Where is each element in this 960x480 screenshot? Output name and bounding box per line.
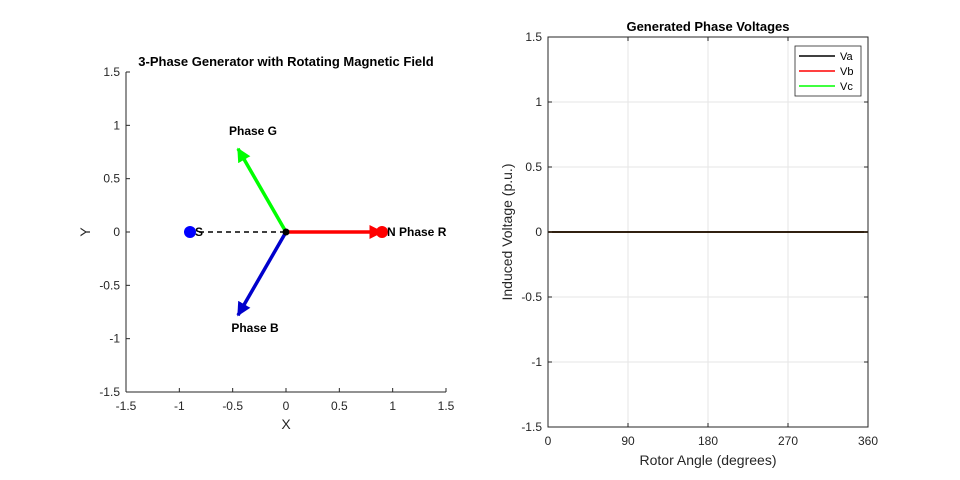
phasor-y-tick-label: -1.5 <box>99 385 120 399</box>
voltage-y-tick-label: 1 <box>535 95 542 109</box>
voltage-y-tick-label: 0.5 <box>525 160 542 174</box>
phasor-y-tick-label: -0.5 <box>99 278 120 292</box>
phase-g-label: Phase G <box>229 124 277 138</box>
phasor-x-tick-label: 0.5 <box>331 399 348 413</box>
phasor-y-tick-label: -1 <box>109 332 120 346</box>
phasor-x-label: X <box>281 416 291 432</box>
voltage-y-tick-label: -1.5 <box>521 420 542 434</box>
phasor-x-tick-label: 1.5 <box>438 399 455 413</box>
phasor-y-ticks: 1.5 1 0.5 0 -0.5 -1 -1.5 <box>99 65 130 399</box>
south-pole-marker <box>184 226 196 238</box>
rotor-center-dot <box>282 228 290 236</box>
phasor-plot-title: 3-Phase Generator with Rotating Magnetic… <box>138 54 433 69</box>
voltage-x-tick-label: 180 <box>698 434 718 448</box>
phasor-plot: 3-Phase Generator with Rotating Magnetic… <box>77 54 455 432</box>
phase-g-vector <box>236 147 288 233</box>
phasor-x-tick-label: -0.5 <box>222 399 243 413</box>
north-pole-marker <box>376 226 388 238</box>
legend-label-va: Va <box>840 51 854 63</box>
phasor-y-tick-label: 0 <box>113 225 120 239</box>
south-pole-label: S <box>195 225 203 239</box>
phasor-x-tick-label: -1.5 <box>116 399 137 413</box>
phasor-y-label: Y <box>77 227 93 237</box>
voltage-x-ticks: 0 90 180 270 360 <box>545 37 878 448</box>
phasor-x-tick-label: -1 <box>174 399 185 413</box>
voltage-x-tick-label: 360 <box>858 434 878 448</box>
phasor-y-tick-label: 1.5 <box>103 65 120 79</box>
voltage-y-tick-label: 0 <box>535 225 542 239</box>
phase-b-label: Phase B <box>231 321 279 335</box>
voltage-x-tick-label: 90 <box>621 434 635 448</box>
voltage-y-label: Induced Voltage (p.u.) <box>499 164 515 301</box>
phase-b-vector <box>236 231 288 317</box>
voltage-x-tick-label: 0 <box>545 434 552 448</box>
legend-label-vc: Vc <box>840 81 853 93</box>
phasor-x-tick-label: 0 <box>283 399 290 413</box>
voltage-y-tick-label: -0.5 <box>521 290 542 304</box>
phasor-x-ticks: -1.5 -1 -0.5 0 0.5 1 1.5 <box>116 388 455 413</box>
voltage-x-label: Rotor Angle (degrees) <box>640 452 777 468</box>
voltage-legend: Va Vb Vc <box>794 45 862 97</box>
voltage-y-ticks: 1.5 1 0.5 0 -0.5 -1 -1.5 <box>521 30 868 434</box>
north-pole-label: N <box>387 225 396 239</box>
voltage-x-tick-label: 270 <box>778 434 798 448</box>
phasor-y-tick-label: 1 <box>113 118 120 132</box>
voltage-plot-title: Generated Phase Voltages <box>626 19 789 34</box>
voltage-y-tick-label: -1 <box>531 355 542 369</box>
legend-label-vb: Vb <box>840 66 853 78</box>
phase-r-label: Phase R <box>399 225 447 239</box>
voltage-y-tick-label: 1.5 <box>525 30 542 44</box>
phasor-y-tick-label: 0.5 <box>103 172 120 186</box>
phasor-x-tick-label: 1 <box>389 399 396 413</box>
voltage-plot: Generated Phase Voltages 1.5 1 0.5 0 -0.5 -1 -… <box>499 19 878 468</box>
